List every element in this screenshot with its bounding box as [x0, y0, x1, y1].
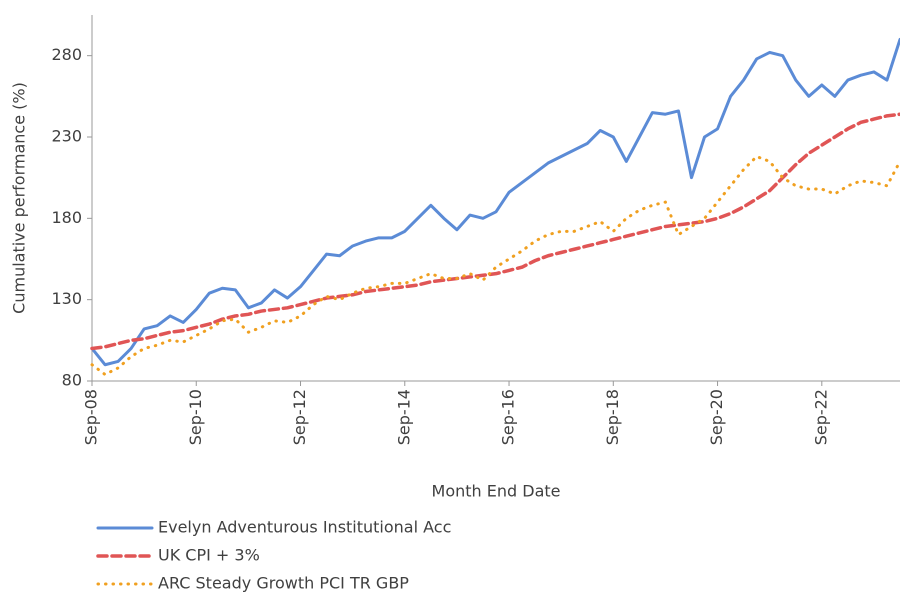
- y-tick-label: 80: [62, 371, 82, 390]
- x-tick-label: Sep-08: [82, 389, 101, 445]
- x-axis-title: Month End Date: [432, 482, 561, 501]
- x-tick-label: Sep-16: [499, 389, 518, 445]
- series-line: [90, 155, 900, 376]
- x-tick-label: Sep-10: [186, 389, 205, 445]
- y-tick-label: 180: [51, 208, 82, 227]
- legend-label: Evelyn Adventurous Institutional Acc: [158, 518, 451, 537]
- x-tick-label: Sep-14: [394, 389, 413, 445]
- series-line: [90, 37, 900, 367]
- legend-label: UK CPI + 3%: [158, 546, 260, 565]
- y-axis-title: Cumulative performance (%): [10, 82, 29, 314]
- x-tick-label: Sep-22: [811, 389, 830, 445]
- series-line: [90, 112, 900, 351]
- x-tick-label: Sep-20: [707, 389, 726, 445]
- y-tick-label: 130: [51, 289, 82, 308]
- x-tick-label: Sep-12: [290, 389, 309, 445]
- y-tick-label: 230: [51, 127, 82, 146]
- y-tick-label: 280: [51, 45, 82, 64]
- x-tick-label: Sep-18: [603, 389, 622, 445]
- legend-label: ARC Steady Growth PCI TR GBP: [158, 574, 409, 593]
